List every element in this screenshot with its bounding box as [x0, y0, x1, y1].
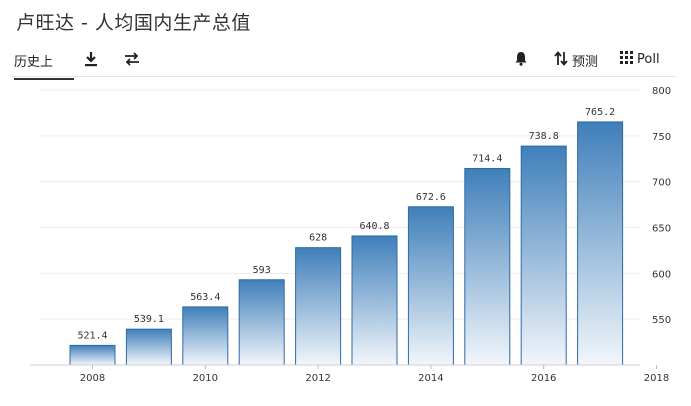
forecast-label: 预测	[572, 55, 599, 70]
x-tick-label: 2008	[80, 373, 105, 384]
bar-2017[interactable]	[577, 121, 624, 366]
gdp-per-capita-bar-chart: 521.4 539.1 563.4 593 628 640.8 672.6 714.4 738.…	[30, 86, 671, 384]
y-tick-label: 650	[652, 224, 671, 235]
download-icon[interactable]	[84, 51, 98, 71]
sort-icon	[554, 51, 568, 70]
x-tick-label: 2018	[644, 373, 669, 384]
value-label-2017: 765.2	[585, 107, 615, 118]
y-tick-label: 800	[652, 86, 671, 97]
bar-2015[interactable]	[464, 167, 511, 366]
value-label-2013: 640.8	[359, 221, 389, 232]
y-tick-label: 550	[652, 315, 671, 326]
value-label-2012: 628	[309, 233, 327, 244]
bar-2010[interactable]	[182, 306, 229, 366]
value-label-2009: 539.1	[134, 314, 164, 325]
page-title: 卢旺达 - 人均国内生产总值	[16, 12, 251, 34]
x-tick-label: 2014	[418, 373, 443, 384]
forecast-button[interactable]: 预测	[554, 51, 598, 70]
bar-2013[interactable]	[351, 235, 398, 366]
value-label-2011: 593	[253, 265, 271, 276]
bar-2009[interactable]	[125, 328, 172, 366]
bar-2014[interactable]	[407, 206, 454, 366]
value-label-2016: 738.8	[529, 131, 559, 142]
poll-button[interactable]: Poll	[620, 51, 660, 68]
toolbar: 历史上 预测	[0, 42, 691, 80]
bar-2012[interactable]	[295, 247, 342, 366]
y-tick-label: 600	[652, 269, 671, 280]
grid-icon	[620, 51, 633, 68]
bar-2011[interactable]	[238, 279, 285, 366]
y-tick-label: 750	[652, 132, 671, 143]
bar-2016[interactable]	[520, 145, 567, 366]
value-label-2008: 521.4	[77, 330, 107, 341]
value-label-2015: 714.4	[472, 153, 502, 164]
value-label-2010: 563.4	[190, 292, 220, 303]
value-label-2014: 672.6	[416, 192, 446, 203]
toolbar-divider	[12, 76, 677, 77]
tab-history[interactable]: 历史上	[14, 51, 74, 80]
x-tick-label: 2010	[193, 373, 218, 384]
poll-label: Poll	[637, 52, 660, 67]
y-tick-label: 700	[652, 178, 671, 189]
x-tick-label: 2012	[305, 373, 330, 384]
swap-icon[interactable]	[124, 51, 140, 70]
bell-icon[interactable]	[514, 51, 528, 70]
x-tick-label: 2016	[531, 373, 556, 384]
bar-2008[interactable]	[69, 344, 116, 366]
